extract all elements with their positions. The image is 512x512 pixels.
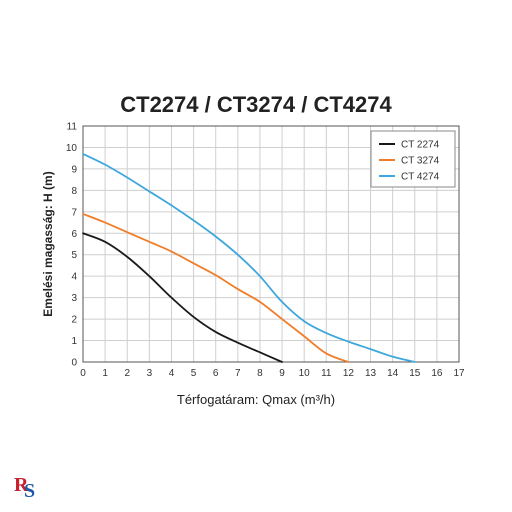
y-tick-label-10: 10 xyxy=(66,143,78,154)
y-tick-label-6: 6 xyxy=(71,229,77,240)
x-tick-label-2: 2 xyxy=(124,368,130,379)
x-tick-label-6: 6 xyxy=(213,368,219,379)
x-tick-label-15: 15 xyxy=(409,368,421,379)
x-tick-label-9: 9 xyxy=(279,368,285,379)
x-tick-label-0: 0 xyxy=(80,368,86,379)
x-tick-label-14: 14 xyxy=(387,368,399,379)
logo-icon: R S xyxy=(14,474,36,502)
x-tick-label-17: 17 xyxy=(453,368,465,379)
x-tick-label-10: 10 xyxy=(299,368,311,379)
plot-frame xyxy=(82,125,460,363)
x-tick-label-13: 13 xyxy=(365,368,377,379)
x-tick-label-3: 3 xyxy=(147,368,153,379)
x-tick-label-5: 5 xyxy=(191,368,197,379)
series-line-ct-4274 xyxy=(82,152,416,363)
legend-label-2: CT 4274 xyxy=(401,172,440,183)
series-line-ct-2274 xyxy=(82,232,283,363)
y-tick-label-3: 3 xyxy=(71,293,77,304)
x-tick-label-4: 4 xyxy=(169,368,175,379)
y-tick-label-0: 0 xyxy=(71,358,77,369)
y-tick-label-8: 8 xyxy=(71,186,77,197)
y-tick-label-4: 4 xyxy=(71,272,77,283)
legend-box xyxy=(370,130,456,188)
x-tick-label-1: 1 xyxy=(102,368,108,379)
y-tick-label-7: 7 xyxy=(71,207,77,218)
legend-label-0: CT 2274 xyxy=(401,140,440,151)
x-tick-label-7: 7 xyxy=(235,368,241,379)
y-tick-label-1: 1 xyxy=(71,336,77,347)
legend-label-1: CT 3274 xyxy=(401,156,440,167)
y-tick-label-11: 11 xyxy=(67,122,78,133)
y-tick-label-5: 5 xyxy=(71,250,77,261)
x-tick-label-8: 8 xyxy=(257,368,263,379)
chart-title: CT2274 / CT3274 / CT4274 xyxy=(120,92,392,117)
x-tick-label-11: 11 xyxy=(321,368,332,379)
x-axis-label: Térfogatáram: Qmax (m³/h) xyxy=(176,392,336,407)
y-tick-label-2: 2 xyxy=(71,315,77,326)
x-tick-label-12: 12 xyxy=(343,368,355,379)
x-tick-label-16: 16 xyxy=(431,368,443,379)
y-tick-label-9: 9 xyxy=(71,164,77,175)
series-line-ct-3274 xyxy=(82,213,350,363)
